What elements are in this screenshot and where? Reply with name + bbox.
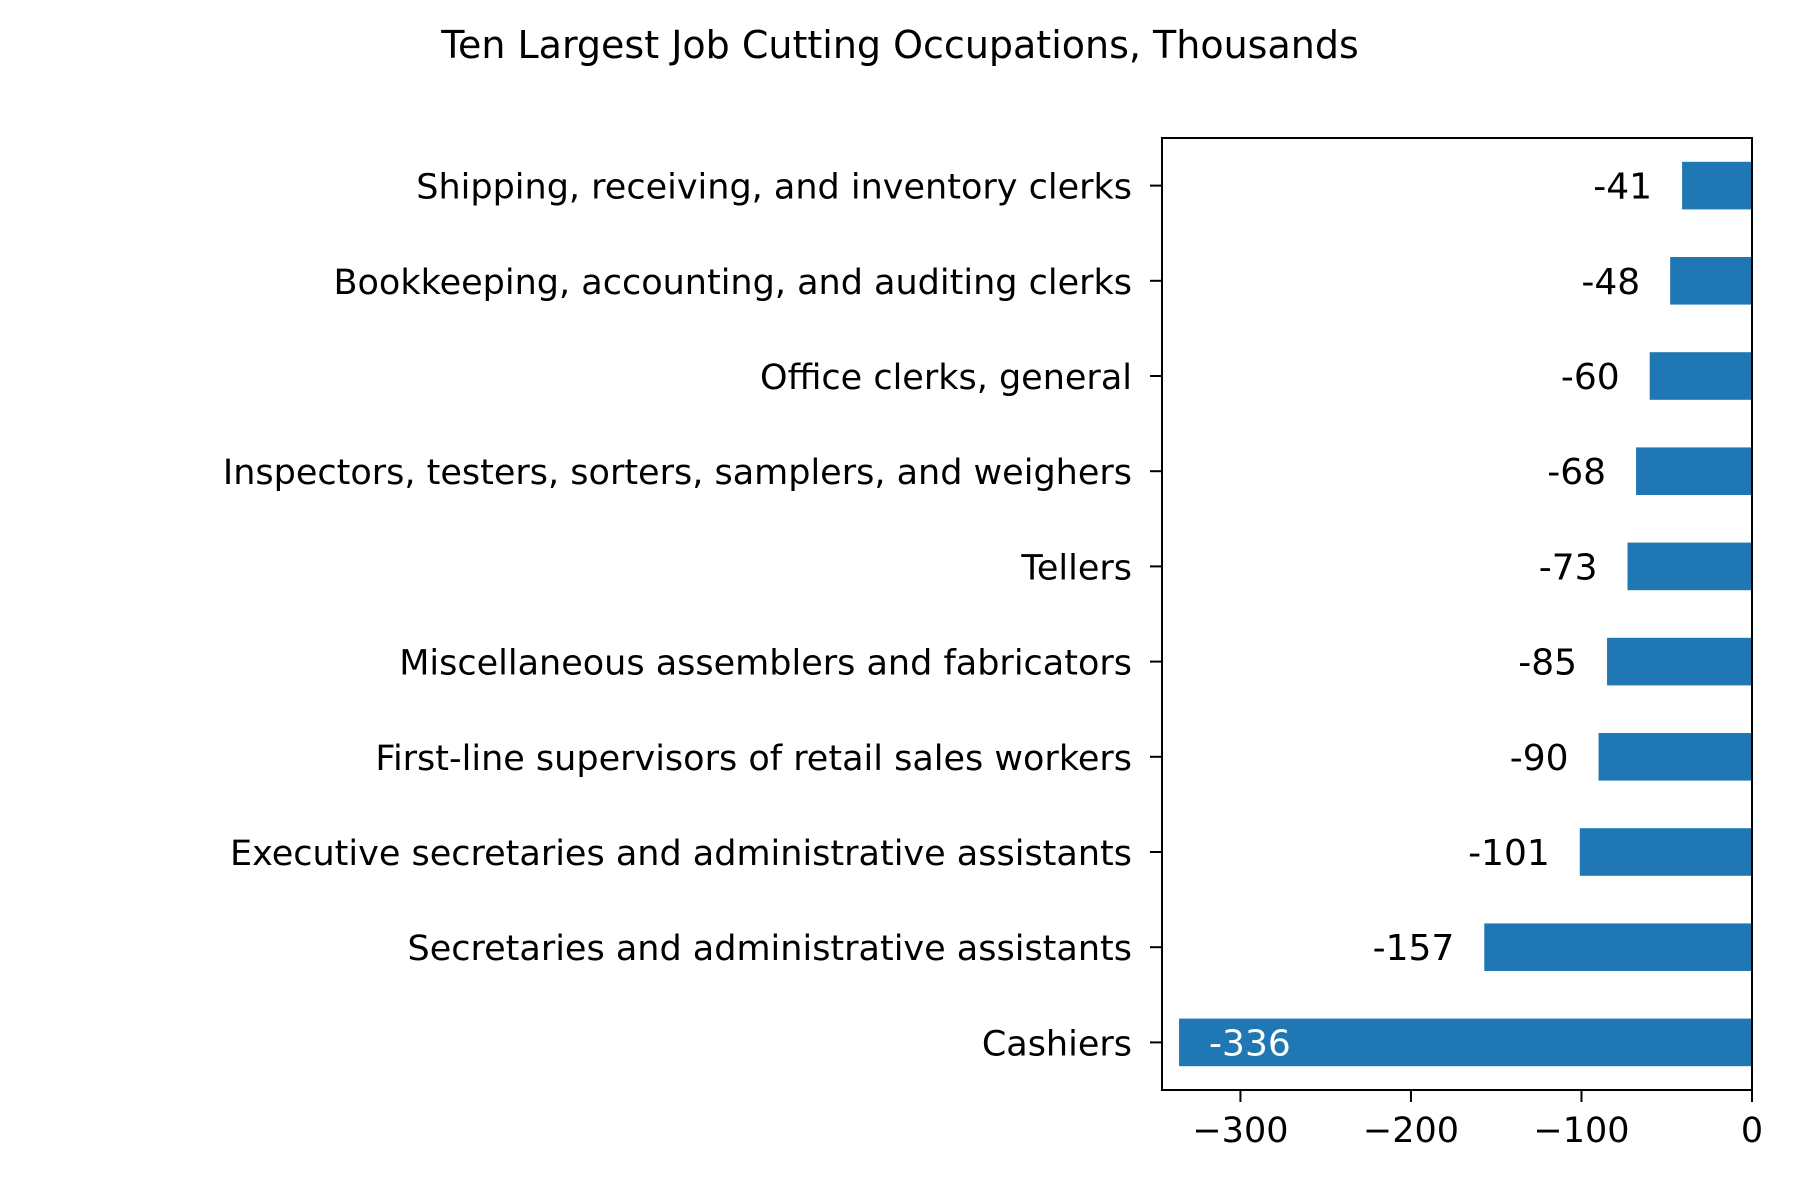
y-tick-label: Executive secretaries and administrative… (230, 834, 1132, 874)
bar (1179, 1018, 1752, 1067)
bar-value-label: -48 (1581, 262, 1640, 303)
y-tick-label: Cashiers (982, 1024, 1132, 1064)
bar (1636, 447, 1752, 495)
x-axis-ticks: −300 −200 −100 0 (1192, 1090, 1763, 1151)
y-tick-label: Secretaries and administrative assistant… (408, 929, 1133, 969)
bar-value-label: -101 (1468, 833, 1550, 874)
bar-value-label: -90 (1510, 738, 1569, 779)
bar (1484, 923, 1752, 971)
bar (1649, 352, 1752, 400)
bars-layer (1179, 161, 1752, 1067)
x-tick-label: −300 (1192, 1111, 1288, 1151)
y-tick-label: Inspectors, testers, sorters, samplers, … (223, 453, 1132, 493)
bar (1670, 257, 1752, 305)
bar-value-label: -336 (1209, 1023, 1291, 1064)
y-axis-ticks: Shipping, receiving, and inventory clerk… (223, 168, 1162, 1064)
bar-value-label: -157 (1373, 928, 1455, 969)
bar (1579, 828, 1752, 876)
y-tick-label: Shipping, receiving, and inventory clerk… (416, 168, 1132, 208)
bar (1598, 733, 1752, 781)
x-tick-label: −200 (1363, 1111, 1459, 1151)
y-tick-label: Tellers (1020, 548, 1132, 588)
bar-value-label: -73 (1539, 547, 1598, 588)
chart-title: Ten Largest Job Cutting Occupations, Tho… (440, 23, 1359, 67)
y-tick-label: Bookkeeping, accounting, and auditing cl… (333, 263, 1132, 303)
x-tick-label: 0 (1741, 1111, 1763, 1151)
x-tick-label: −100 (1533, 1111, 1629, 1151)
bar-value-label: -85 (1518, 643, 1577, 684)
y-tick-label: First-line supervisors of retail sales w… (375, 739, 1132, 779)
bar-value-label: -41 (1593, 167, 1652, 208)
plot-frame (1161, 137, 1753, 1091)
bar-value-label: -68 (1547, 452, 1606, 493)
bar-value-label: -60 (1561, 357, 1620, 398)
bar (1607, 637, 1752, 686)
bar (1682, 161, 1752, 210)
y-tick-label: Miscellaneous assemblers and fabricators (399, 644, 1132, 684)
bar (1627, 542, 1752, 591)
y-tick-label: Office clerks, general (760, 358, 1132, 398)
bar-value-labels: -41 -48 -60 -68 -73 -85 -90 -101 -157 -336 (1209, 167, 1652, 1065)
